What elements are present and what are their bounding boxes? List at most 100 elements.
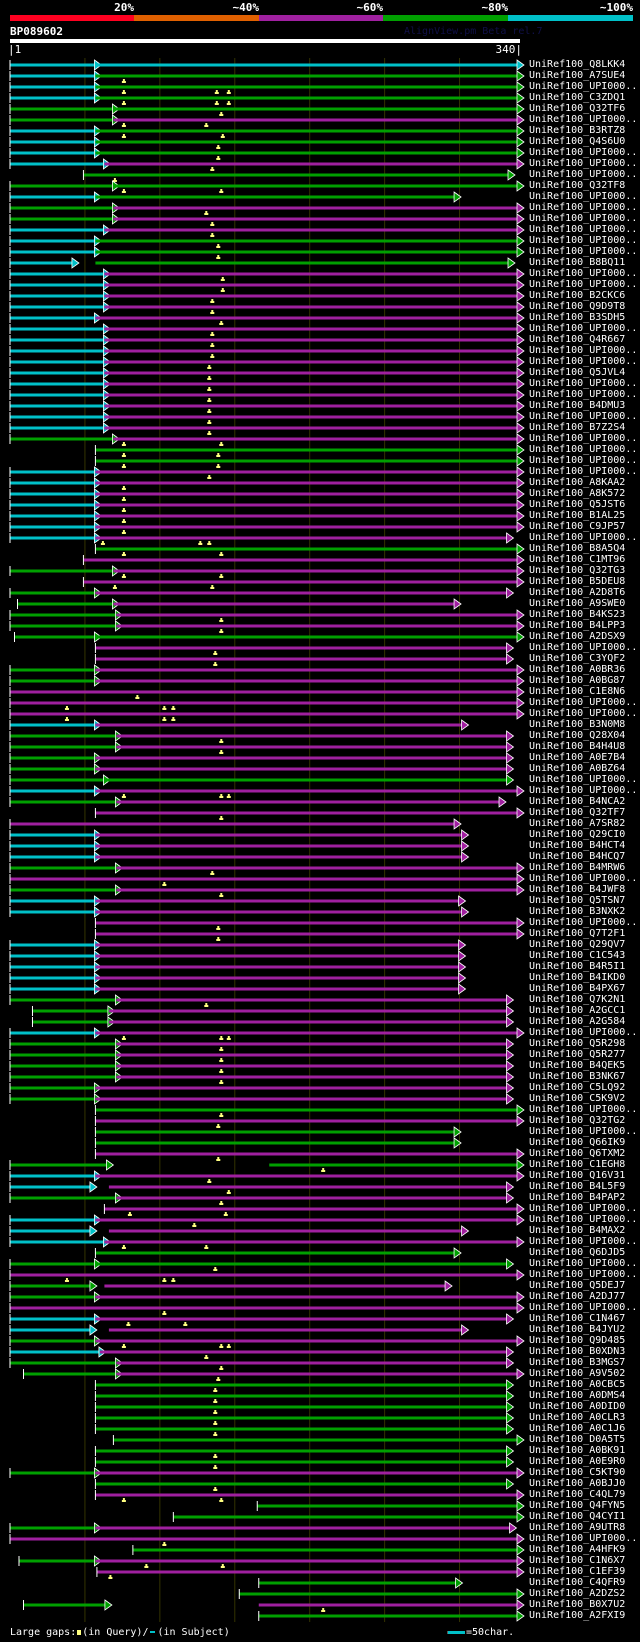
hit-label[interactable]: UniRef100_UPI000.. (529, 1126, 638, 1137)
hit-label[interactable]: UniRef100_Q5R298 (529, 1038, 626, 1049)
hit-label[interactable]: UniRef100_B0X7U2 (529, 1599, 626, 1610)
hit-label[interactable]: UniRef100_UPI000.. (529, 158, 638, 169)
hit-label[interactable]: UniRef100_UPI000.. (529, 708, 638, 719)
hit-label[interactable]: UniRef100_UPI000.. (529, 411, 638, 422)
hit-label[interactable]: UniRef100_Q6TXM2 (529, 1148, 626, 1159)
hit-label[interactable]: UniRef100_UPI000.. (529, 1236, 638, 1247)
hit-label[interactable]: UniRef100_UPI000.. (529, 246, 638, 257)
hit-label[interactable]: UniRef100_UPI000.. (529, 213, 638, 224)
hit-label[interactable]: UniRef100_UPI000.. (529, 917, 638, 928)
hit-label[interactable]: UniRef100_C3YQF2 (529, 653, 626, 664)
hit-label[interactable]: UniRef100_Q28X04 (529, 730, 626, 741)
hit-label[interactable]: UniRef100_B3NK67 (529, 1071, 626, 1082)
hit-label[interactable]: UniRef100_B2CKC6 (529, 290, 626, 301)
hit-label[interactable]: UniRef100_Q5JST6 (529, 499, 626, 510)
hit-label[interactable]: UniRef100_Q29CI0 (529, 829, 626, 840)
hit-label[interactable]: UniRef100_UPI000.. (529, 356, 638, 367)
hit-label[interactable]: UniRef100_A0BK91 (529, 1445, 626, 1456)
hit-label[interactable]: UniRef100_UPI000.. (529, 169, 638, 180)
hit-label[interactable]: UniRef100_A0BZ64 (529, 763, 626, 774)
hit-label[interactable]: UniRef100_UPI000.. (529, 532, 638, 543)
hit-label[interactable]: UniRef100_B4QEK5 (529, 1060, 626, 1071)
hit-label[interactable]: UniRef100_Q9D485 (529, 1335, 626, 1346)
hit-label[interactable]: UniRef100_UPI000.. (529, 389, 638, 400)
hit-label[interactable]: UniRef100_B3N0M8 (529, 719, 626, 730)
hit-label[interactable]: UniRef100_A7SUE4 (529, 70, 626, 81)
hit-label[interactable]: UniRef100_C1C543 (529, 950, 626, 961)
hit-label[interactable]: UniRef100_B3SDH5 (529, 312, 626, 323)
hit-label[interactable]: UniRef100_UPI000.. (529, 1027, 638, 1038)
hit-label[interactable]: UniRef100_Q16V31 (529, 1170, 626, 1181)
hit-label[interactable]: UniRef100_UPI000.. (529, 873, 638, 884)
hit-label[interactable]: UniRef100_Q32TF6 (529, 103, 626, 114)
hit-label[interactable]: UniRef100_B4PAP2 (529, 1192, 626, 1203)
hit-label[interactable]: UniRef100_UPI000.. (529, 1269, 638, 1280)
hit-label[interactable]: UniRef100_C1EF39 (529, 1566, 626, 1577)
hit-label[interactable]: UniRef100_C5K9V2 (529, 1093, 626, 1104)
hit-label[interactable]: UniRef100_B4IKD0 (529, 972, 626, 983)
hit-label[interactable]: UniRef100_C3ZDQ1 (529, 92, 626, 103)
hit-label[interactable]: UniRef100_Q9D9T8 (529, 301, 626, 312)
hit-label[interactable]: UniRef100_A0BG87 (529, 675, 626, 686)
hit-label[interactable]: UniRef100_C1N467 (529, 1313, 626, 1324)
hit-label[interactable]: UniRef100_B4PX67 (529, 983, 626, 994)
hit-label[interactable]: UniRef100_Q8LKK4 (529, 59, 626, 70)
hit-label[interactable]: UniRef100_A0E9R0 (529, 1456, 626, 1467)
hit-label[interactable]: UniRef100_B4KS23 (529, 609, 626, 620)
hit-label[interactable]: UniRef100_Q4S6U0 (529, 136, 626, 147)
hit-label[interactable]: UniRef100_A2DSX9 (529, 631, 626, 642)
hit-label[interactable]: UniRef100_B4JWF8 (529, 884, 626, 895)
hit-label[interactable]: UniRef100_A0DID0 (529, 1401, 626, 1412)
hit-label[interactable]: UniRef100_UPI000.. (529, 642, 638, 653)
hit-label[interactable]: UniRef100_Q32TG3 (529, 565, 626, 576)
hit-label[interactable]: UniRef100_UPI000.. (529, 697, 638, 708)
hit-label[interactable]: UniRef100_B4DMU3 (529, 400, 626, 411)
hit-label[interactable]: UniRef100_Q5DEJ7 (529, 1280, 626, 1291)
hit-label[interactable]: UniRef100_B4R5I1 (529, 961, 626, 972)
hit-label[interactable]: UniRef100_B8BQ11 (529, 257, 626, 268)
hit-label[interactable]: UniRef100_A0BR36 (529, 664, 626, 675)
hit-label[interactable]: UniRef100_A0DMS4 (529, 1390, 626, 1401)
hit-label[interactable]: UniRef100_A2DZS2 (529, 1588, 626, 1599)
hit-label[interactable]: UniRef100_UPI000.. (529, 268, 638, 279)
hit-label[interactable]: UniRef100_B4H4U8 (529, 741, 626, 752)
hit-label[interactable]: UniRef100_Q29QV7 (529, 939, 626, 950)
hit-label[interactable]: UniRef100_UPI000.. (529, 1104, 638, 1115)
hit-label[interactable]: UniRef100_B3MGS7 (529, 1357, 626, 1368)
hit-label[interactable]: UniRef100_A2G584 (529, 1016, 626, 1027)
hit-label[interactable]: UniRef100_UPI000.. (529, 444, 638, 455)
hit-label[interactable]: UniRef100_B7Z2S4 (529, 422, 626, 433)
hit-label[interactable]: UniRef100_UPI000.. (529, 81, 638, 92)
hit-label[interactable]: UniRef100_A2FXI9 (529, 1610, 626, 1621)
hit-label[interactable]: UniRef100_A2GCC1 (529, 1005, 626, 1016)
hit-label[interactable]: UniRef100_B4LPP3 (529, 620, 626, 631)
hit-label[interactable]: UniRef100_C1EGH8 (529, 1159, 626, 1170)
hit-label[interactable]: UniRef100_Q6DJD5 (529, 1247, 626, 1258)
hit-label[interactable]: UniRef100_UPI000.. (529, 1258, 638, 1269)
hit-label[interactable]: UniRef100_A8KAA2 (529, 477, 626, 488)
hit-label[interactable]: UniRef100_Q5R277 (529, 1049, 626, 1060)
hit-label[interactable]: UniRef100_Q32TF7 (529, 807, 626, 818)
hit-label[interactable]: UniRef100_Q5JVL4 (529, 367, 626, 378)
hit-label[interactable]: UniRef100_A8K572 (529, 488, 626, 499)
hit-label[interactable]: UniRef100_A9UTR8 (529, 1522, 626, 1533)
hit-label[interactable]: UniRef100_UPI000.. (529, 1203, 638, 1214)
hit-label[interactable]: UniRef100_A2D8T6 (529, 587, 626, 598)
hit-label[interactable]: UniRef100_UPI000.. (529, 433, 638, 444)
hit-label[interactable]: UniRef100_B5DEU8 (529, 576, 626, 587)
hit-label[interactable]: UniRef100_B3RTZ8 (529, 125, 626, 136)
hit-label[interactable]: UniRef100_UPI000.. (529, 455, 638, 466)
hit-label[interactable]: UniRef100_A0CLR3 (529, 1412, 626, 1423)
hit-label[interactable]: UniRef100_UPI000.. (529, 235, 638, 246)
hit-label[interactable]: UniRef100_C4QFR9 (529, 1577, 626, 1588)
hit-label[interactable]: UniRef100_UPI000.. (529, 466, 638, 477)
hit-label[interactable]: UniRef100_C4QL79 (529, 1489, 626, 1500)
hit-label[interactable]: UniRef100_UPI000.. (529, 1214, 638, 1225)
hit-label[interactable]: UniRef100_C9JP57 (529, 521, 626, 532)
hit-label[interactable]: UniRef100_Q4FYN5 (529, 1500, 626, 1511)
hit-label[interactable]: UniRef100_C1N6X7 (529, 1555, 626, 1566)
hit-label[interactable]: UniRef100_Q5TSN7 (529, 895, 626, 906)
hit-label[interactable]: UniRef100_Q7K2N1 (529, 994, 626, 1005)
hit-label[interactable]: UniRef100_C1E8N6 (529, 686, 626, 697)
hit-label[interactable]: UniRef100_Q32TG2 (529, 1115, 626, 1126)
